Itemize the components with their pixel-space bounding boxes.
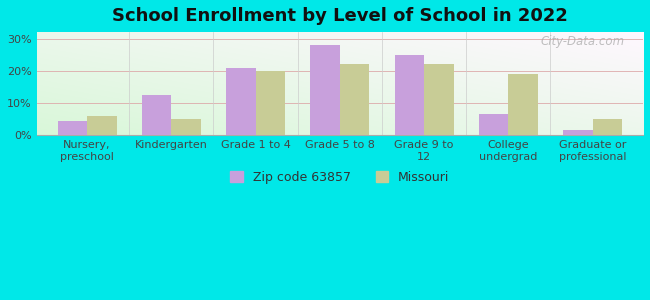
Bar [508,74,538,135]
Text: City-Data.com: City-Data.com [541,35,625,48]
Bar [424,64,454,135]
Bar [310,45,340,135]
Bar [340,64,369,135]
Bar [395,55,424,135]
Bar [87,116,116,135]
Bar [226,68,255,135]
Bar [479,114,508,135]
Bar [563,130,593,135]
Bar [255,71,285,135]
Bar [58,121,87,135]
Bar [142,95,172,135]
Bar [593,119,622,135]
Bar [172,119,201,135]
Legend: Zip code 63857, Missouri: Zip code 63857, Missouri [225,166,454,189]
Title: School Enrollment by Level of School in 2022: School Enrollment by Level of School in … [112,7,567,25]
